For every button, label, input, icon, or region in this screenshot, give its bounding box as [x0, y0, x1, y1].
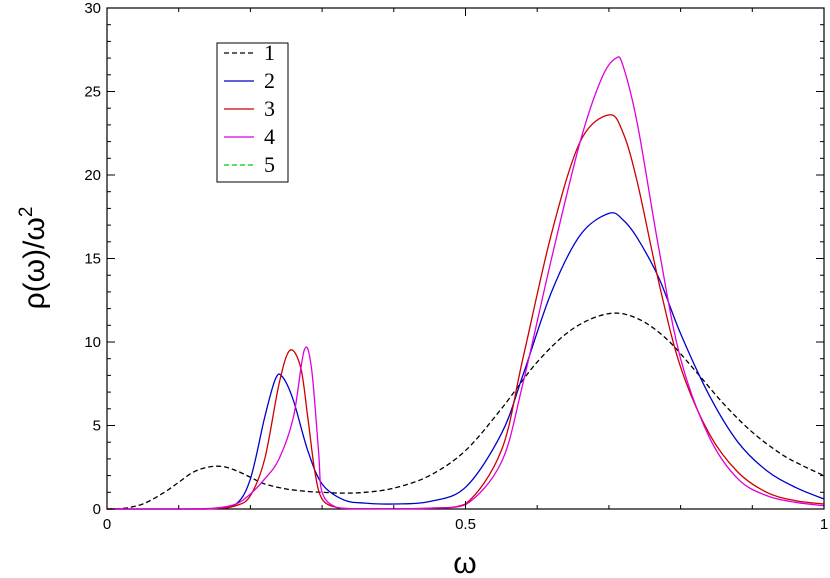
y-tick-label: 30: [84, 0, 101, 17]
y-axis-title-superscript: 2: [16, 207, 37, 218]
y-axis-title-main: ρ(ω)/ω: [18, 217, 51, 309]
legend-label-3: 3: [264, 96, 275, 121]
y-tick-label: 15: [84, 251, 101, 268]
x-tick-label: 0: [103, 516, 111, 533]
legend-label-1: 1: [264, 40, 275, 65]
x-tick-label: 0.5: [455, 516, 476, 533]
plot-frame: [106, 7, 825, 510]
legend-box: [216, 42, 289, 183]
y-tick-label: 5: [93, 418, 101, 435]
series-4-line: [106, 56, 825, 510]
y-tick-label: 20: [84, 167, 101, 184]
series-layer: [106, 56, 825, 510]
y-tick-label: 0: [93, 501, 101, 518]
y-axis-title: ρ(ω)/ω2: [16, 207, 51, 310]
legend: 1 2 3 4 5: [216, 40, 289, 183]
x-tick-label: 1: [820, 516, 828, 533]
series-1-line: [106, 312, 825, 510]
legend-label-2: 2: [264, 68, 275, 93]
y-tick-label: 25: [84, 84, 101, 101]
y-tick-label: 10: [84, 334, 101, 351]
legend-label-4: 4: [264, 124, 275, 149]
series-2-line: [106, 212, 825, 510]
x-axis-title: ω: [453, 547, 476, 578]
legend-label-5: 5: [264, 152, 275, 177]
